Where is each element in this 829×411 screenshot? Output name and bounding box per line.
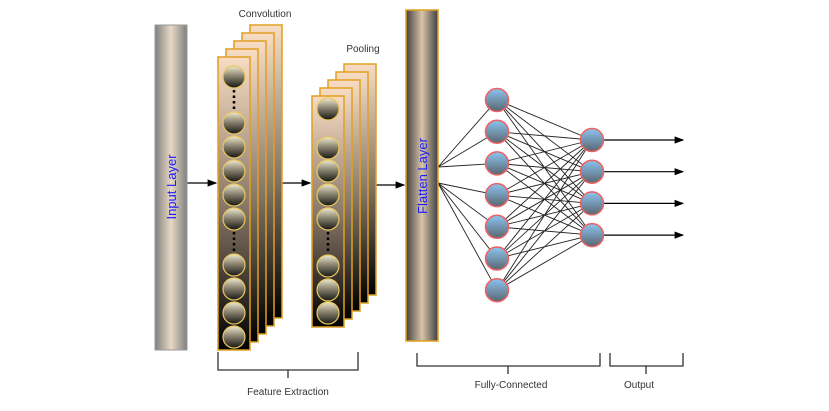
connection-line [496, 203, 593, 291]
fully-connected-label: Fully-Connected [475, 380, 548, 391]
pooling-neuron [316, 183, 340, 207]
connection-line [437, 182, 498, 291]
hidden-node [484, 214, 510, 240]
feature-extraction-bracket [217, 352, 359, 378]
pooling-neuron [316, 278, 340, 302]
pooling-neuron [316, 97, 340, 121]
hidden-node [484, 277, 510, 303]
output-node [579, 191, 605, 216]
convolution-neuron [222, 135, 246, 159]
pooling-neuron [316, 159, 340, 183]
convolution-label: Convolution [239, 9, 292, 20]
convolution-neuron [222, 183, 246, 207]
pooling-neuron [316, 136, 340, 160]
connection-line [496, 99, 593, 141]
pooling-neuron [316, 301, 340, 325]
input-layer-bar [154, 24, 188, 351]
feature-extraction-label: Feature Extraction [247, 387, 329, 398]
fully-connected-bracket [416, 353, 601, 374]
hidden-node [484, 87, 510, 113]
connection-line [496, 139, 593, 259]
connection-line [496, 139, 593, 291]
connection-line [496, 131, 593, 141]
connection-line [496, 139, 593, 196]
convolution-neuron [222, 325, 246, 349]
convolution-neuron [222, 207, 246, 231]
connection-line [496, 139, 593, 164]
convolution-neuron [222, 301, 246, 325]
convolution-neuron [222, 159, 246, 183]
hidden-node [484, 246, 510, 271]
pooling-neuron [316, 207, 340, 231]
connection-line [496, 171, 593, 291]
output-node [579, 127, 605, 153]
convolution-neuron [222, 253, 246, 277]
hidden-node [484, 182, 510, 208]
hidden-node [484, 151, 510, 176]
pooling-neuron [316, 254, 340, 278]
output-label: Output [624, 380, 654, 391]
flatten-layer-label: Flatten Layer [415, 137, 430, 214]
output-node [579, 222, 605, 248]
input-layer-label: Input Layer [164, 154, 179, 220]
convolution-neuron [222, 277, 246, 301]
connection-line [437, 182, 498, 259]
connections [187, 99, 685, 291]
convolution-neuron [222, 111, 246, 135]
output-node [579, 159, 605, 184]
convolution-neuron [222, 65, 246, 89]
pooling-label: Pooling [346, 44, 379, 55]
connection-line [437, 99, 498, 168]
pooling-stack [311, 63, 377, 328]
output-bracket [609, 353, 684, 374]
convolution-stack [217, 24, 283, 351]
dense-nodes [484, 87, 605, 303]
hidden-node [484, 119, 510, 144]
connection-line [496, 139, 593, 228]
flatten-layer-bar [405, 9, 439, 342]
connection-line [496, 234, 593, 291]
